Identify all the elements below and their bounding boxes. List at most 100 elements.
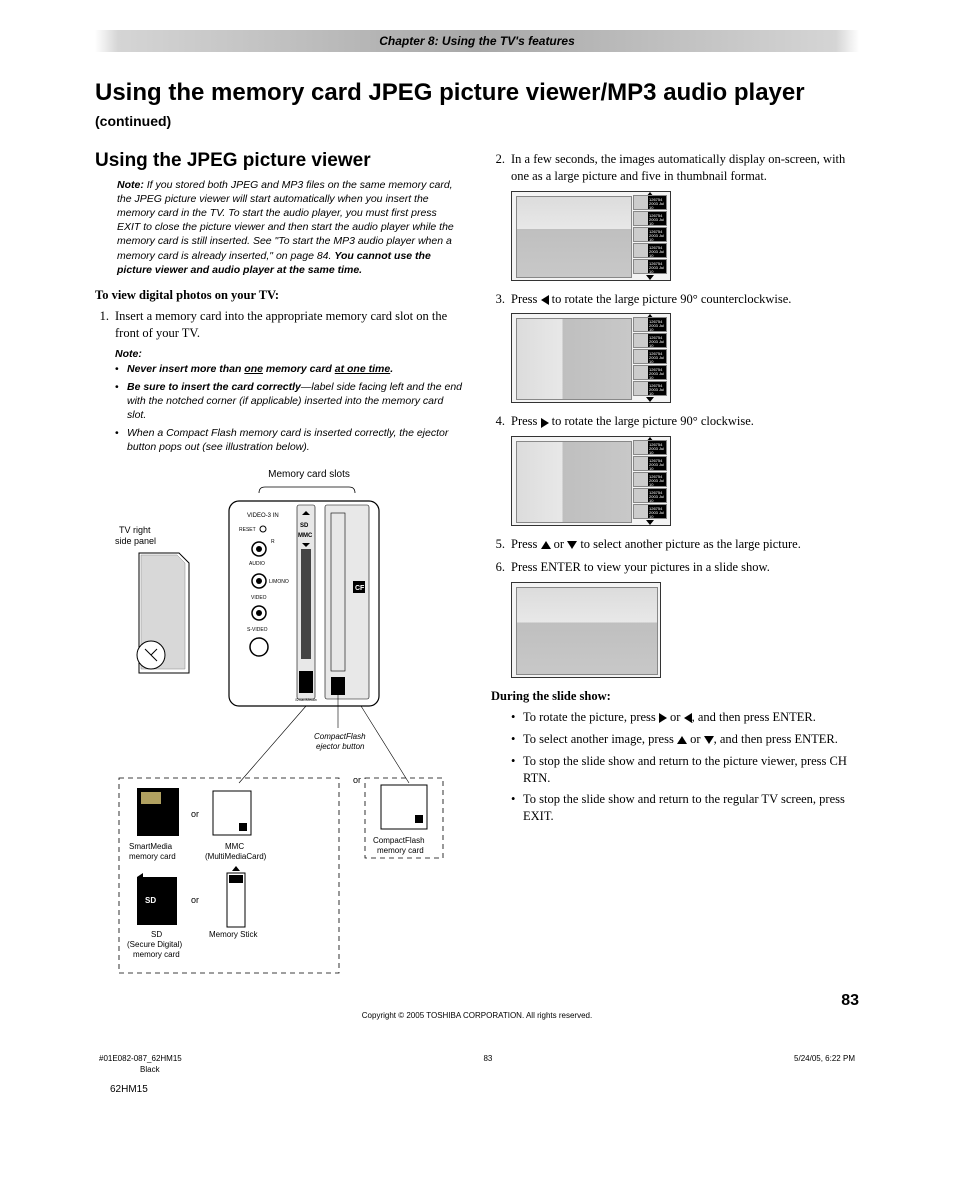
slide-heading: During the slide show:	[491, 688, 859, 705]
svg-text:side panel: side panel	[115, 536, 156, 546]
step-5: 5. Press or to select another picture as…	[491, 536, 859, 553]
footer-date: 5/24/05, 6:22 PM	[794, 1054, 855, 1063]
step-6: 6. Press ENTER to view your pictures in …	[491, 559, 859, 576]
left-column: Using the JPEG picture viewer Note: If y…	[95, 151, 463, 983]
section-title: Using the JPEG picture viewer	[95, 151, 463, 172]
chapter-bar: Chapter 8: Using the TV's features	[95, 30, 859, 52]
svg-text:(Secure Digital): (Secure Digital)	[127, 940, 182, 949]
slide-bullets: To rotate the picture, press or , and th…	[511, 709, 859, 825]
svg-text:memory card: memory card	[377, 846, 424, 855]
step-2: 2. In a few seconds, the images automati…	[491, 151, 859, 185]
two-column-layout: Using the JPEG picture viewer Note: If y…	[95, 151, 859, 983]
svg-text:MMC: MMC	[298, 533, 313, 539]
copyright-line: Copyright © 2005 TOSHIBA CORPORATION. Al…	[95, 1011, 859, 1020]
page-number: 83	[95, 992, 859, 1010]
sb1b: or	[667, 710, 684, 724]
svg-text:SD: SD	[145, 896, 156, 905]
svg-text:SD: SD	[151, 930, 162, 939]
svg-text:Memory Stick: Memory Stick	[209, 930, 258, 939]
step-number: 2.	[491, 151, 511, 185]
step-number: 5.	[491, 536, 511, 553]
sb1-bold3: .	[390, 363, 393, 375]
sb2c: , and then press ENTER.	[714, 732, 838, 746]
step-3-wrap: 3. Press to rotate the large picture 90°…	[491, 291, 859, 308]
footer-file: #01E082-087_62HM15	[99, 1054, 182, 1063]
slide-bullet-4: To stop the slide show and return to the…	[511, 791, 859, 825]
title-continued: (continued)	[95, 113, 171, 129]
sb1-u2: at one time	[335, 363, 390, 375]
sb1-bold2: memory card	[263, 363, 335, 375]
svg-text:or: or	[353, 775, 361, 785]
left-arrow-icon	[541, 295, 549, 305]
down-arrow-icon	[704, 736, 714, 744]
svg-text:L/MONO: L/MONO	[269, 579, 289, 585]
viewer-screenshot-2: 1267542003 Jul 10 1267542003 Jul 10 1267…	[511, 313, 671, 403]
slots-label: Memory card slots	[155, 469, 463, 481]
svg-text:or: or	[191, 895, 199, 905]
s4a: Press	[511, 414, 541, 428]
svg-text:SD: SD	[300, 523, 309, 529]
sb1a: To rotate the picture, press	[523, 710, 659, 724]
svg-text:or: or	[191, 809, 199, 819]
manual-page: Chapter 8: Using the TV's features Using…	[0, 30, 954, 1063]
sub-bullet-2: Be sure to insert the card correctly—lab…	[115, 380, 463, 423]
sb3-text: When a Compact Flash memory card is inse…	[127, 426, 463, 454]
sb1-bold1: Never insert more than	[127, 363, 244, 375]
sb2-bold: Be sure to insert the card correctly	[127, 381, 301, 393]
steps-5-6: 5. Press or to select another picture as…	[491, 536, 859, 576]
s6: Press ENTER to view your pictures in a s…	[511, 559, 859, 576]
sb3: To stop the slide show and return to the…	[523, 753, 859, 787]
sb1-u1: one	[244, 363, 263, 375]
svg-text:R: R	[271, 539, 275, 545]
step-number: 6.	[491, 559, 511, 576]
svg-text:S-VIDEO: S-VIDEO	[247, 627, 268, 633]
step-3: 3. Press to rotate the large picture 90°…	[491, 291, 859, 308]
svg-text:RESET: RESET	[239, 527, 256, 533]
s3b: to rotate the large picture 90° counterc…	[549, 292, 792, 306]
s4b: to rotate the large picture 90° clockwis…	[549, 414, 754, 428]
right-column: 2. In a few seconds, the images automati…	[491, 151, 859, 983]
step-2-text: In a few seconds, the images automatical…	[511, 151, 859, 185]
down-arrow-icon	[567, 541, 577, 549]
sb1c: , and then press ENTER.	[692, 710, 816, 724]
step-number: 3.	[491, 291, 511, 308]
footer-meta: #01E082-087_62HM15 83 5/24/05, 6:22 PM	[95, 1054, 859, 1063]
svg-text:memory card: memory card	[129, 852, 176, 861]
color-plate-label: Black	[140, 1065, 954, 1074]
s5b: or	[551, 537, 568, 551]
up-arrow-icon	[677, 736, 687, 744]
svg-text:VIDEO: VIDEO	[251, 595, 267, 601]
svg-text:MMC: MMC	[225, 842, 244, 851]
sb2a: To select another image, press	[523, 732, 677, 746]
slide-bullet-1: To rotate the picture, press or , and th…	[511, 709, 859, 726]
diagram-svg: VIDEO-3 IN RESET R AUDIO L/MONO VIDEO S-…	[109, 483, 449, 983]
step-4: 4. Press to rotate the large picture 90°…	[491, 413, 859, 430]
page-title: Using the memory card JPEG picture viewe…	[95, 80, 859, 133]
step-1-text: Insert a memory card into the appropriat…	[115, 308, 463, 342]
slide-bullet-2: To select another image, press or , and …	[511, 731, 859, 748]
slide-bullet-3: To stop the slide show and return to the…	[511, 753, 859, 787]
svg-text:memory card: memory card	[133, 950, 180, 959]
svg-text:TV right: TV right	[119, 525, 151, 535]
sb2b: or	[687, 732, 704, 746]
view-heading: To view digital photos on your TV:	[95, 287, 463, 304]
sb4: To stop the slide show and return to the…	[523, 791, 859, 825]
note-label: Note:	[117, 179, 144, 191]
note-block: Note: If you stored both JPEG and MP3 fi…	[117, 178, 463, 277]
viewer-screenshot-1: 1267542003 Jul 10 1267542003 Jul 10 1267…	[511, 191, 671, 281]
step-1: 1. Insert a memory card into the appropr…	[95, 308, 463, 342]
left-arrow-icon	[684, 713, 692, 723]
model-number: 62HM15	[110, 1084, 954, 1095]
svg-text:SmartMedia: SmartMedia	[129, 842, 173, 851]
steps-list-left: 1. Insert a memory card into the appropr…	[95, 308, 463, 342]
sub-bullet-1: Never insert more than one memory card a…	[115, 362, 463, 376]
video3-label: VIDEO-3 IN	[247, 513, 279, 519]
sub-bullets: Never insert more than one memory card a…	[115, 362, 463, 455]
step-number: 1.	[95, 308, 115, 342]
step-4-wrap: 4. Press to rotate the large picture 90°…	[491, 413, 859, 430]
right-arrow-icon	[659, 713, 667, 723]
svg-text:AUDIO: AUDIO	[249, 561, 265, 567]
sub-note-label: Note:	[115, 348, 463, 360]
svg-text:SmartMedia: SmartMedia	[295, 697, 317, 702]
svg-text:ejector button: ejector button	[316, 742, 365, 751]
